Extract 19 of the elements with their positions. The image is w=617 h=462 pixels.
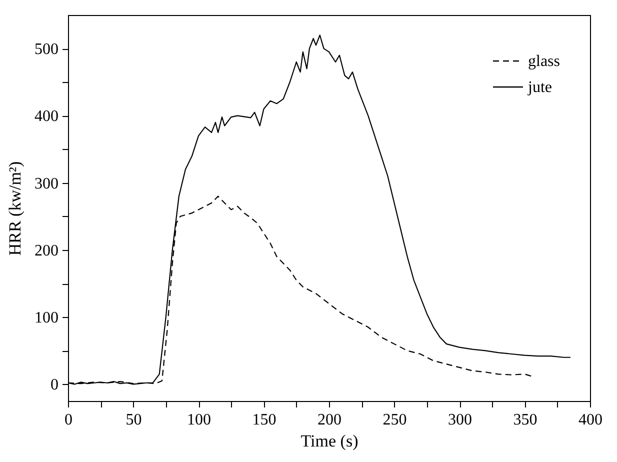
legend-label: glass xyxy=(528,53,560,70)
x-tick-label: 250 xyxy=(382,412,407,428)
y-tick-label: 0 xyxy=(50,376,58,394)
x-axis-title: Time (s) xyxy=(300,432,358,450)
x-tick-label: 200 xyxy=(318,412,342,428)
y-tick-label: 200 xyxy=(34,242,58,260)
x-tick-label: 150 xyxy=(252,412,276,428)
x-tick-label: 100 xyxy=(187,412,211,428)
y-tick-label: 500 xyxy=(34,41,58,58)
x-tick-label: 350 xyxy=(513,412,538,428)
y-tick-label: 100 xyxy=(34,310,58,327)
y-axis-title: HRR (kw/m²) xyxy=(6,161,24,256)
x-tick-label: 400 xyxy=(578,412,602,428)
legend-label: jute xyxy=(527,79,552,96)
x-tick-label: 300 xyxy=(448,412,472,428)
x-tick-label: 50 xyxy=(126,412,142,428)
y-tick-label: 300 xyxy=(34,175,58,192)
y-tick-label: 400 xyxy=(34,108,58,126)
x-tick-label: 0 xyxy=(64,412,72,428)
